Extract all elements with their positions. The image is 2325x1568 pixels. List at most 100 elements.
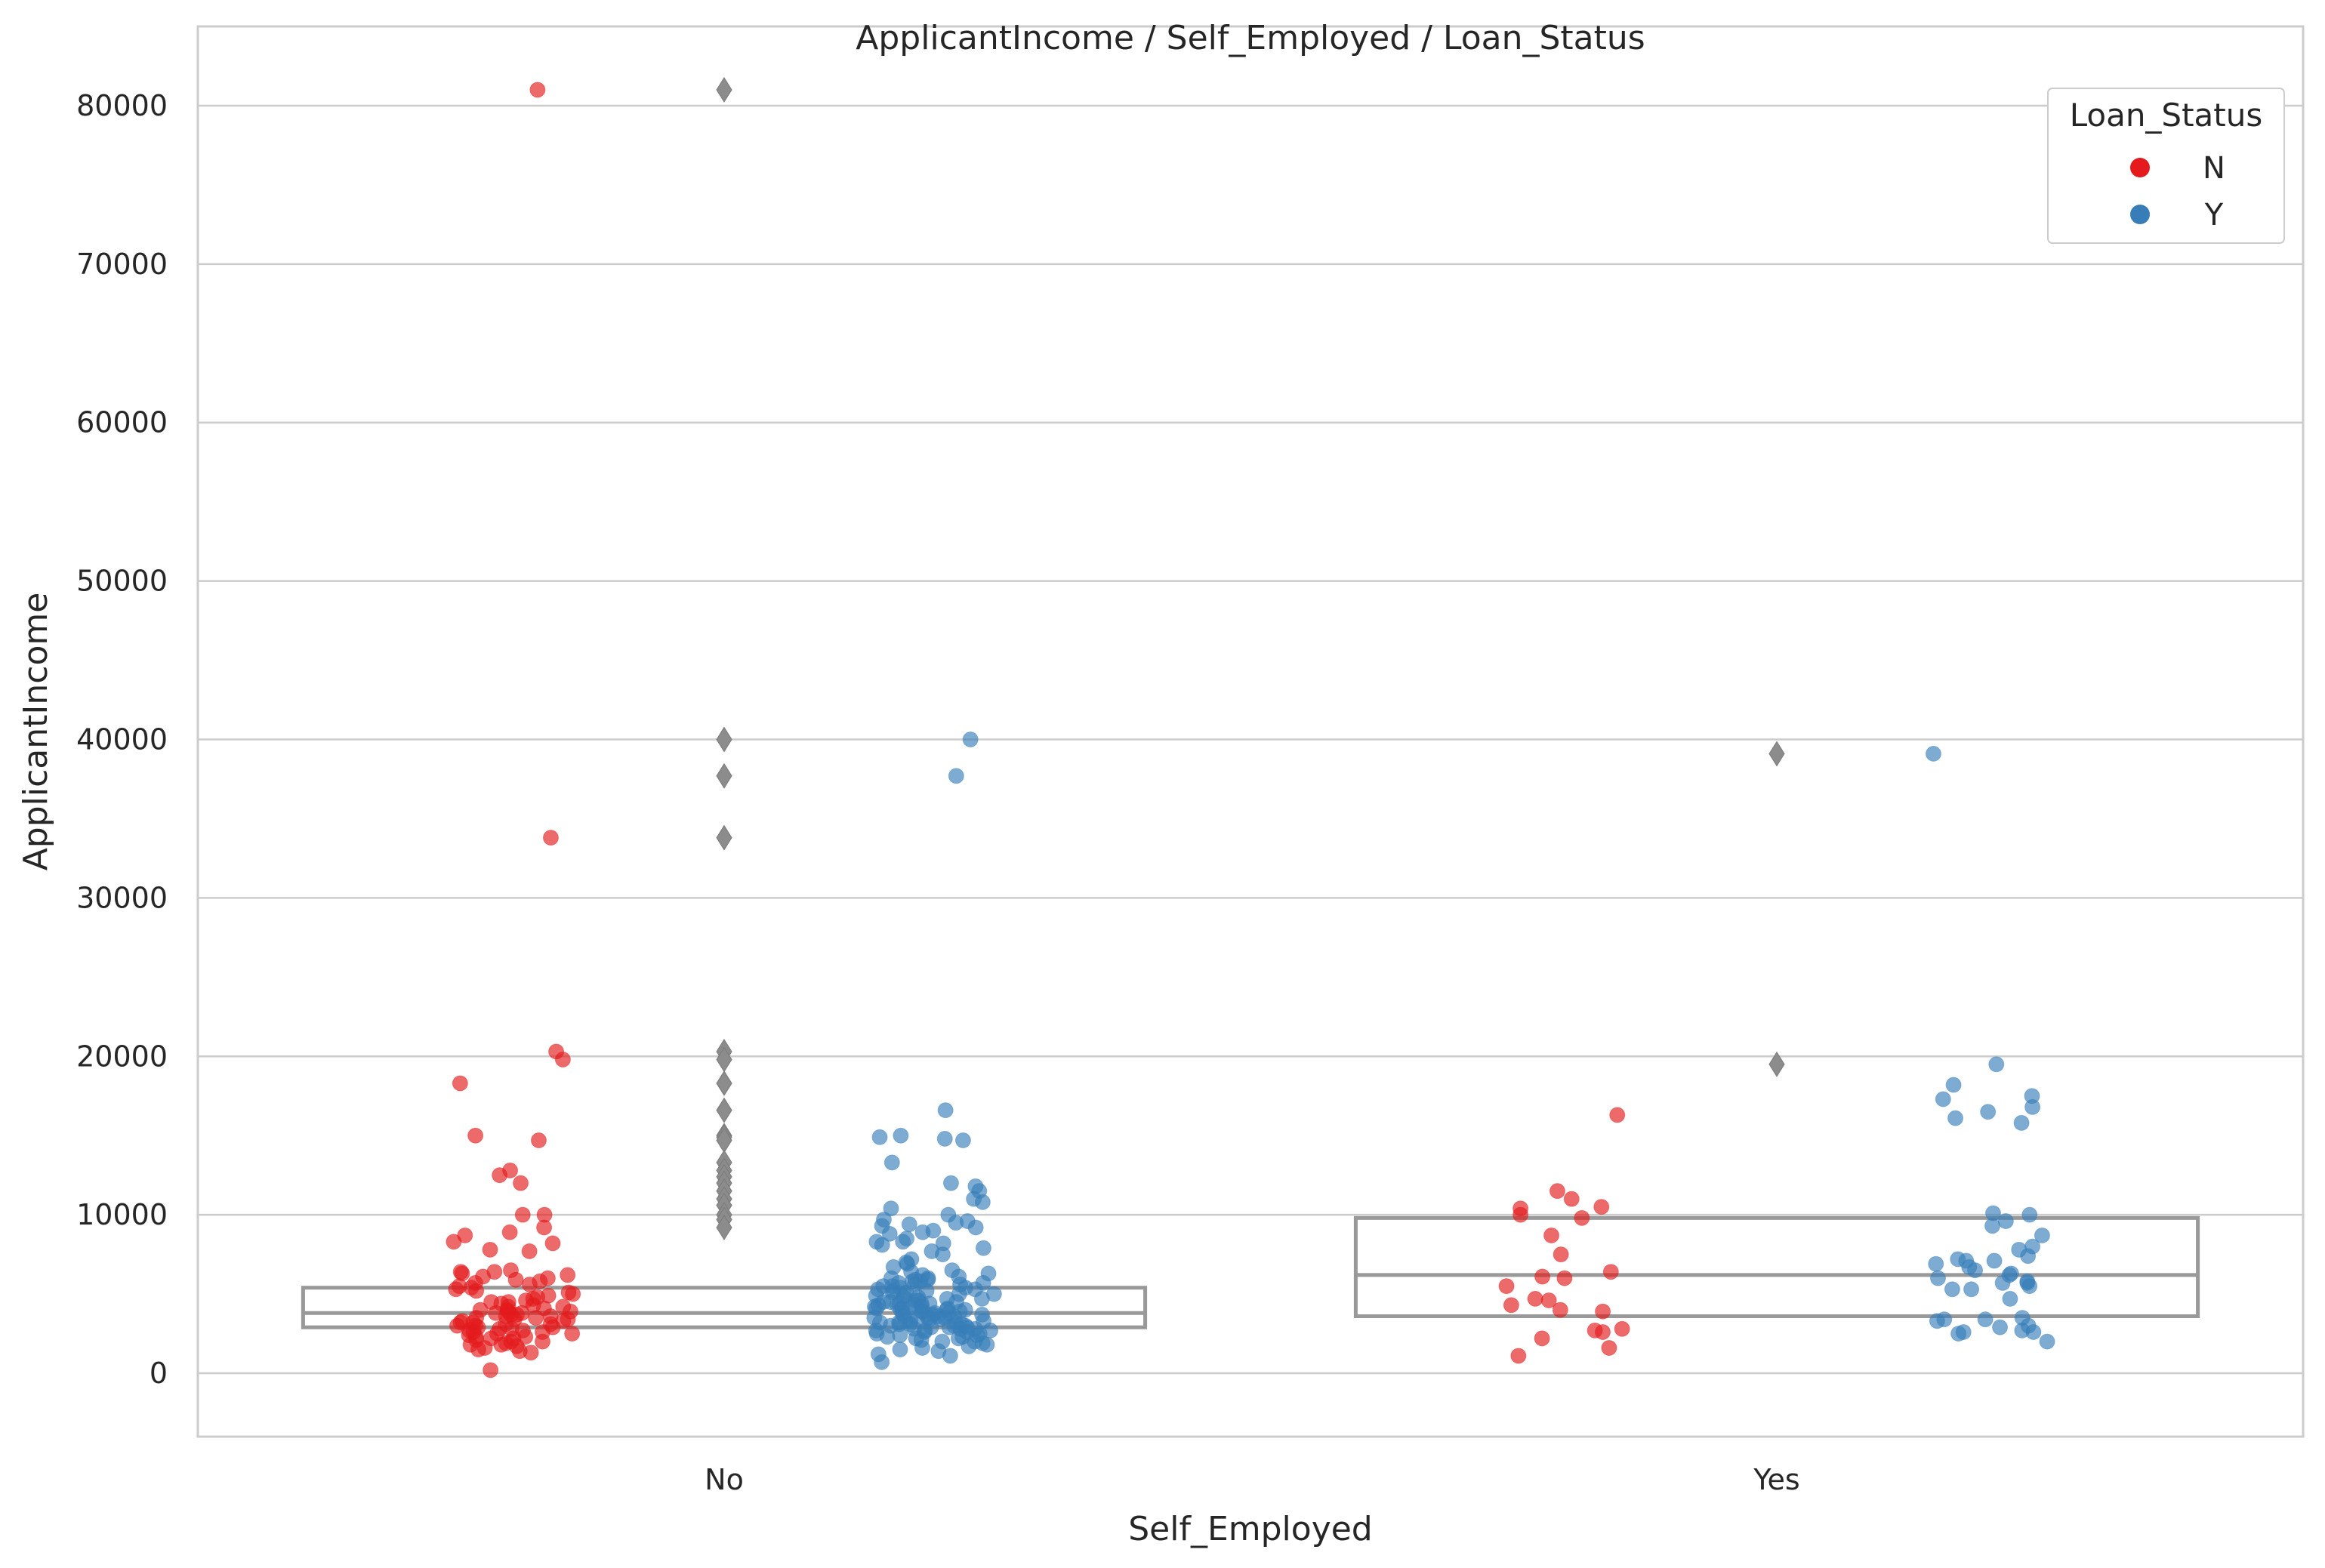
legend-marker bbox=[2130, 205, 2150, 224]
data-point bbox=[892, 1342, 908, 1358]
tick-layer: 0 10000 20000 30000 40000 50000 60000 70000 8000… bbox=[76, 89, 1800, 1496]
outlier-marker bbox=[716, 77, 732, 103]
data-point bbox=[979, 1336, 995, 1353]
data-point bbox=[893, 1127, 909, 1144]
y-tick-label: 60000 bbox=[76, 406, 168, 439]
outlier-marker bbox=[716, 824, 732, 851]
data-point bbox=[934, 1246, 951, 1263]
data-point bbox=[1601, 1339, 1617, 1356]
data-point bbox=[1984, 1218, 2001, 1234]
outlier-marker bbox=[716, 1215, 732, 1240]
data-point bbox=[975, 1240, 991, 1256]
data-point bbox=[1563, 1191, 1580, 1207]
legend-marker bbox=[2130, 158, 2150, 177]
data-point bbox=[2002, 1290, 2018, 1307]
data-point bbox=[1944, 1281, 1960, 1298]
x-tick-label: No bbox=[705, 1463, 744, 1496]
data-point bbox=[883, 1200, 899, 1217]
data-point bbox=[1928, 1255, 1944, 1272]
legend-label: Y bbox=[2204, 198, 2224, 233]
outlier-layer bbox=[716, 77, 1785, 1240]
data-point bbox=[2024, 1098, 2041, 1115]
data-point bbox=[895, 1234, 911, 1250]
data-point bbox=[507, 1271, 524, 1288]
y-tick-label: 20000 bbox=[76, 1040, 168, 1073]
data-point bbox=[1614, 1320, 1630, 1337]
data-point bbox=[2034, 1227, 2050, 1243]
data-point bbox=[1986, 1252, 2003, 1269]
data-point bbox=[1595, 1303, 1611, 1320]
data-point bbox=[513, 1175, 529, 1191]
data-point bbox=[967, 1219, 984, 1236]
legend-title: Loan_Status bbox=[2070, 97, 2263, 134]
data-point bbox=[542, 830, 559, 846]
chart-title: ApplicantIncome / Self_Employed / Loan_S… bbox=[856, 19, 1645, 57]
data-point bbox=[948, 768, 964, 784]
data-point bbox=[1549, 1183, 1565, 1200]
y-tick-label: 0 bbox=[150, 1357, 168, 1390]
data-point bbox=[1593, 1199, 1610, 1215]
data-point bbox=[950, 1330, 967, 1347]
y-tick-label: 30000 bbox=[76, 881, 168, 914]
data-point bbox=[914, 1339, 930, 1356]
outlier-marker bbox=[716, 1097, 732, 1123]
y-tick-label: 70000 bbox=[76, 248, 168, 281]
data-point bbox=[1994, 1274, 2011, 1291]
data-point bbox=[534, 1333, 550, 1350]
data-point bbox=[1556, 1270, 1573, 1286]
data-point bbox=[467, 1127, 484, 1144]
point-layer bbox=[446, 82, 2055, 1379]
data-point bbox=[523, 1345, 539, 1361]
data-point bbox=[961, 1338, 977, 1354]
data-point bbox=[1498, 1278, 1515, 1295]
data-point bbox=[1929, 1270, 1946, 1286]
data-point bbox=[521, 1243, 538, 1259]
legend-box bbox=[2047, 88, 2285, 244]
data-point bbox=[1574, 1209, 1590, 1226]
data-point bbox=[2021, 1206, 2038, 1223]
y-axis-label: ApplicantIncome bbox=[17, 593, 55, 871]
data-point bbox=[881, 1225, 898, 1242]
data-point bbox=[560, 1267, 576, 1283]
data-point bbox=[948, 1215, 964, 1231]
data-point bbox=[1992, 1319, 2009, 1335]
data-point bbox=[452, 1075, 468, 1092]
legend-entries: NY bbox=[2130, 151, 2225, 233]
data-point bbox=[962, 731, 979, 747]
box bbox=[1353, 1215, 2200, 1318]
data-point bbox=[936, 1130, 953, 1147]
data-point bbox=[1543, 1227, 1560, 1243]
data-point bbox=[1980, 1104, 1997, 1120]
data-point bbox=[1945, 1077, 1962, 1093]
y-tick-label: 40000 bbox=[76, 722, 168, 756]
outlier-marker bbox=[716, 762, 732, 789]
outlier-marker bbox=[716, 726, 732, 753]
data-point bbox=[446, 1234, 462, 1250]
data-point bbox=[1929, 1313, 1945, 1329]
legend: Loan_Status NY bbox=[2047, 88, 2285, 244]
data-point bbox=[1950, 1326, 1967, 1342]
data-point bbox=[954, 1132, 971, 1149]
data-point bbox=[1967, 1262, 1984, 1279]
data-point bbox=[536, 1219, 553, 1236]
y-tick-label: 80000 bbox=[76, 89, 168, 122]
outlier-marker bbox=[1768, 741, 1785, 767]
data-point bbox=[942, 1348, 958, 1364]
data-point bbox=[1540, 1292, 1557, 1308]
data-point bbox=[901, 1216, 917, 1233]
data-point bbox=[942, 1175, 959, 1191]
data-point bbox=[1602, 1264, 1619, 1280]
data-point bbox=[2025, 1323, 2042, 1340]
legend-label: N bbox=[2203, 151, 2225, 186]
data-point bbox=[1510, 1348, 1527, 1364]
data-point bbox=[501, 1224, 518, 1240]
data-point bbox=[483, 1362, 499, 1379]
data-point bbox=[1925, 745, 1941, 762]
data-point bbox=[2020, 1248, 2037, 1265]
data-point bbox=[1534, 1268, 1551, 1285]
data-point bbox=[554, 1051, 571, 1067]
x-axis-label: Self_Employed bbox=[1128, 1510, 1373, 1548]
data-point bbox=[492, 1167, 508, 1184]
data-point bbox=[1997, 1213, 2014, 1230]
data-point bbox=[468, 1283, 485, 1299]
